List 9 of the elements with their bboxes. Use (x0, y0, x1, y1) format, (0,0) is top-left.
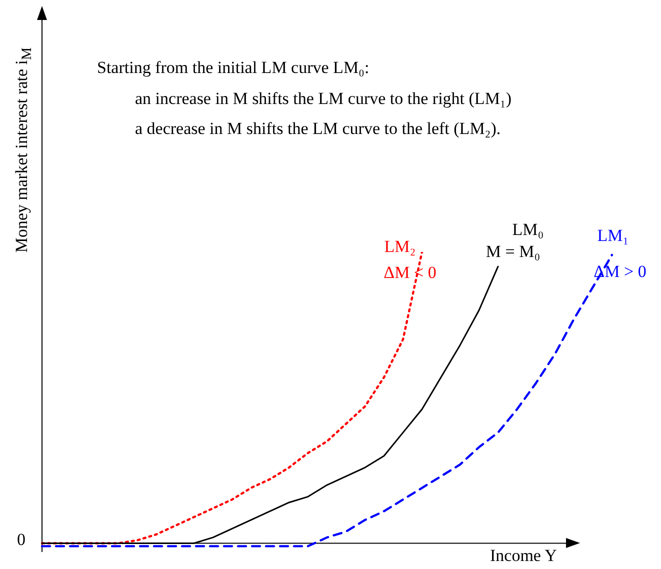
text: an increase in M shifts the LM curve to the right (LM₁) (135, 89, 512, 109)
series-label: LM₂ (384, 237, 416, 257)
annotation: M = M₀ (486, 242, 540, 262)
text: 0 (17, 530, 26, 550)
series-label: LM₁ (597, 226, 629, 246)
x-axis-title: Income Y (490, 546, 557, 566)
text: Starting from the initial LM curve LM₀: (97, 58, 370, 78)
text: a decrease in M shifts the LM curve to the left (LM₂). (135, 119, 501, 139)
series-label: LM₀ (512, 220, 544, 240)
